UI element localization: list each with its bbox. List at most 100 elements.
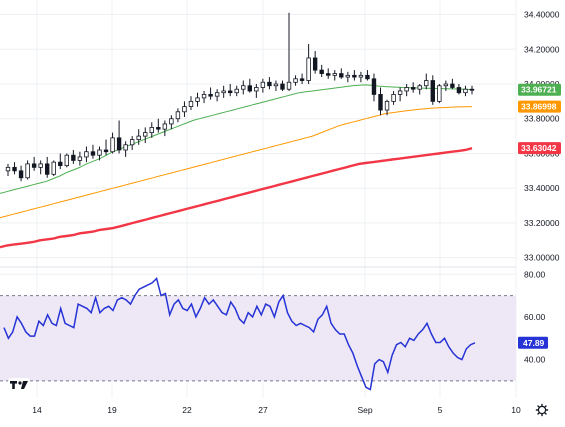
candle-body	[456, 87, 462, 94]
candle-body	[77, 156, 83, 161]
price-axis-label: 33.20000	[524, 218, 560, 228]
candle	[391, 90, 396, 105]
candle	[463, 85, 468, 97]
price-axis-label: 33.80000	[524, 114, 560, 124]
price-axis-label: 33.40000	[524, 183, 560, 193]
price-badge-box	[518, 142, 561, 155]
candle	[18, 165, 24, 182]
candle	[129, 136, 135, 150]
candle-body	[64, 154, 70, 167]
candle-body	[31, 163, 37, 168]
candle	[136, 129, 141, 145]
candle-body	[365, 74, 370, 80]
candle-body	[169, 118, 174, 125]
candle-body	[182, 106, 187, 113]
candle	[339, 68, 344, 79]
oscillator-axis-label: 80.00	[524, 269, 546, 279]
candle-body	[378, 94, 383, 111]
candle-body	[136, 135, 141, 140]
candle	[397, 87, 403, 102]
price-badges: 33.96721 33.86998 33.63042 47.89	[518, 83, 561, 349]
candle	[286, 12, 292, 91]
candle-body	[234, 88, 239, 94]
candle	[306, 44, 311, 85]
candle	[293, 75, 298, 86]
candle	[25, 160, 30, 180]
candle	[51, 160, 56, 177]
candle-body	[345, 74, 351, 78]
candle	[241, 80, 246, 95]
candle-body	[38, 163, 43, 168]
candle-body	[286, 81, 292, 90]
candle	[352, 70, 357, 81]
candle	[273, 80, 279, 91]
candle	[312, 51, 318, 74]
candle	[12, 162, 17, 175]
candle-body	[430, 80, 435, 102]
candle-body	[175, 111, 181, 120]
oscillator-badge-box	[518, 336, 548, 349]
candle-body	[51, 161, 56, 175]
time-axis-label: 14	[32, 405, 42, 415]
candle-body	[410, 87, 416, 90]
candle-body	[18, 170, 24, 179]
candle-body	[97, 149, 102, 156]
candle	[260, 78, 266, 93]
candle	[417, 84, 422, 95]
candle-body	[110, 137, 115, 153]
candle-body	[443, 83, 449, 87]
tradingview-logo-icon[interactable]	[8, 378, 30, 392]
time-axis[interactable]: 14 19 22 27 Sep 5 10	[32, 405, 521, 415]
price-badge-box	[518, 83, 561, 96]
price-axis-label: 33.00000	[524, 253, 560, 263]
candle-body	[123, 144, 128, 151]
price-axis[interactable]: 34.4000034.2000034.0000033.8000033.60000…	[524, 10, 560, 263]
candle	[221, 85, 226, 98]
candle	[123, 141, 128, 157]
candle-body	[267, 81, 272, 87]
candle	[371, 73, 377, 102]
candle-body	[371, 78, 377, 95]
oscillator-panel[interactable]	[0, 277, 516, 391]
candle	[384, 99, 390, 116]
candle	[378, 87, 383, 116]
candle-body	[306, 57, 311, 81]
candle	[267, 77, 272, 90]
candle	[430, 75, 435, 105]
candle-body	[195, 97, 200, 102]
candle	[299, 73, 305, 85]
price-badge: 33.63042	[518, 142, 561, 155]
moving-average-line	[0, 106, 473, 219]
candle	[201, 90, 207, 104]
candle-body	[162, 123, 168, 130]
candle-body	[149, 127, 154, 134]
gear-icon[interactable]	[535, 403, 549, 417]
oscillator-axis-label: 40.00	[524, 355, 546, 365]
candle	[424, 73, 429, 90]
candle-body	[463, 88, 468, 94]
candle-body	[58, 161, 63, 167]
candle	[90, 144, 96, 159]
price-badge: 33.86998	[518, 100, 561, 113]
candle-body	[45, 163, 50, 175]
oscillator-axis[interactable]: 80.00 60.00 40.00	[524, 269, 546, 364]
candle-body	[299, 78, 305, 81]
candle-body	[214, 92, 220, 97]
candle-body	[12, 166, 17, 172]
candle	[182, 101, 187, 118]
candle-body	[5, 166, 11, 172]
oscillator-axis-label: 60.00	[524, 312, 546, 322]
candle	[345, 71, 351, 83]
candle	[332, 70, 337, 81]
time-axis-label: 5	[438, 405, 443, 415]
time-axis-label: Sep	[357, 405, 372, 415]
candle	[456, 84, 462, 95]
price-badge: 33.96721	[518, 83, 561, 96]
price-panel[interactable]	[0, 12, 475, 249]
price-badge-box	[518, 100, 561, 113]
candle-body	[312, 57, 318, 71]
candle-body	[25, 163, 30, 179]
candle	[195, 92, 200, 107]
candle-body	[339, 73, 344, 78]
